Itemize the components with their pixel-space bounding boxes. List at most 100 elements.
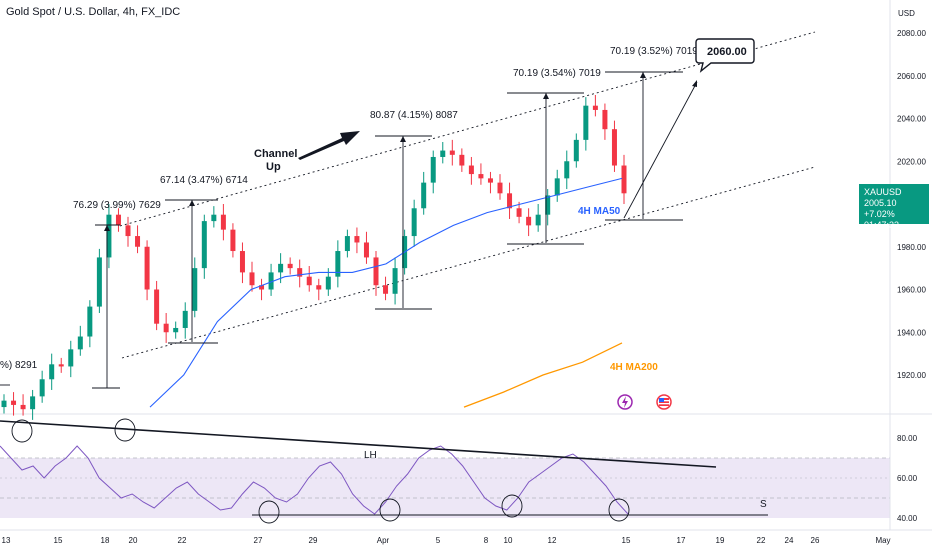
- last-price-tag: XAUUSD 2005.10 +7.02% 01:47:33: [859, 184, 929, 230]
- channel-label-line2: Up: [266, 161, 281, 173]
- rsi-tick-1: 60.00: [897, 474, 918, 483]
- price-tick-5: 1980.00: [897, 243, 926, 252]
- time-tick-1: 15: [54, 536, 63, 545]
- candle: [287, 257, 293, 275]
- rsi-lh-trendline: [0, 420, 717, 468]
- time-tick-17: 26: [811, 536, 820, 545]
- price-tag-price: 2005.10: [864, 198, 897, 208]
- ma50-label: 4H MA50: [578, 206, 621, 217]
- candle: [449, 139, 455, 166]
- price-tag-timer: 01:47:33: [864, 220, 900, 230]
- candle: [545, 189, 551, 226]
- rsi-band: [0, 458, 890, 518]
- rsi-line: [0, 445, 629, 515]
- price-tick-3: 2020.00: [897, 157, 926, 166]
- candle: [96, 248, 102, 314]
- price-tick-7: 1940.00: [897, 328, 926, 337]
- candle: [239, 242, 245, 284]
- time-axis-ticks: 13 15 18 20 22 27 29 Apr 5 8 10 12 15 17 19 22 24 26 May: [2, 536, 891, 545]
- price-tag-symbol: XAUUSD: [864, 187, 902, 197]
- price-tick-8: 1920.00: [897, 371, 926, 380]
- time-tick-8: 5: [436, 536, 441, 545]
- candle: [259, 278, 265, 301]
- candle: [459, 148, 465, 172]
- time-tick-4: 22: [178, 536, 187, 545]
- candle: [344, 229, 350, 258]
- time-tick-15: 22: [757, 536, 766, 545]
- candle: [211, 206, 217, 228]
- candle: [249, 261, 255, 292]
- us-flag-event-icon[interactable]: [656, 394, 672, 410]
- candle: [106, 204, 112, 269]
- rsi-lh-label: LH: [364, 450, 377, 461]
- rsi-pivot-circles: [11, 418, 630, 524]
- candle: [440, 142, 446, 164]
- candle: [30, 389, 36, 420]
- candle: [135, 225, 141, 254]
- candle: [592, 94, 598, 117]
- candle: [611, 120, 617, 172]
- candle: [621, 154, 627, 204]
- candle: [144, 240, 150, 301]
- candle: [573, 133, 579, 168]
- candle: [306, 265, 312, 292]
- candle: [430, 150, 436, 194]
- candle: [192, 257, 198, 318]
- candle: [11, 392, 17, 416]
- candle: [68, 340, 74, 378]
- candle: [602, 103, 608, 140]
- channel-label-line1: Channel: [254, 148, 297, 160]
- candle: [201, 214, 207, 279]
- lightning-event-icon[interactable]: [617, 394, 633, 410]
- move-label-3: 80.87 (4.15%) 8087: [370, 110, 458, 121]
- candle: [564, 150, 570, 190]
- candle: [220, 204, 226, 241]
- candle: [58, 357, 64, 373]
- time-tick-16: 24: [785, 536, 794, 545]
- ma200-line: [463, 342, 623, 408]
- candle: [316, 278, 322, 301]
- candle: [411, 199, 417, 247]
- ma200-label: 4H MA200: [610, 362, 658, 373]
- price-axis-unit: USD: [898, 9, 915, 18]
- candle: [173, 321, 179, 339]
- candle: [39, 370, 45, 403]
- candle: [516, 201, 522, 224]
- channel-upper-line: [119, 31, 816, 227]
- move-label-4: 70.19 (3.54%) 7019: [513, 68, 601, 79]
- candle: [77, 325, 83, 356]
- candle: [554, 169, 560, 202]
- candle: [363, 231, 369, 264]
- candle: [535, 204, 541, 232]
- candle: [1, 394, 7, 414]
- symbol-title[interactable]: Gold Spot / U.S. Dollar, 4h, FX_IDC: [6, 6, 181, 18]
- time-tick-6: 29: [309, 536, 318, 545]
- move-label-1: 76.29 (3.99%) 7629: [73, 200, 161, 211]
- time-tick-13: 17: [677, 536, 686, 545]
- price-tick-1: 2060.00: [897, 72, 926, 81]
- candlestick-series: [1, 94, 627, 420]
- rsi-tick-0: 80.00: [897, 434, 918, 443]
- candle: [526, 208, 532, 237]
- candle: [125, 216, 131, 247]
- candle: [354, 227, 360, 254]
- target-callout[interactable]: [695, 38, 755, 73]
- candle: [383, 276, 389, 301]
- time-tick-9: 8: [484, 536, 489, 545]
- time-tick-7: Apr: [377, 536, 390, 545]
- candle: [154, 280, 160, 331]
- rsi-axis-ticks: 80.00 60.00 40.00: [897, 434, 918, 523]
- candle: [163, 313, 169, 343]
- time-tick-11: 12: [548, 536, 557, 545]
- price-tag-change: +7.02%: [864, 209, 895, 219]
- candle: [507, 182, 513, 219]
- time-tick-5: 27: [254, 536, 263, 545]
- candle: [268, 263, 274, 296]
- time-tick-2: 18: [101, 536, 110, 545]
- candle: [478, 163, 484, 185]
- projection-arrowhead: [692, 80, 697, 87]
- time-tick-18: May: [875, 536, 890, 545]
- projection-arrow-line: [623, 81, 698, 219]
- measure-arrowheads: [104, 72, 646, 231]
